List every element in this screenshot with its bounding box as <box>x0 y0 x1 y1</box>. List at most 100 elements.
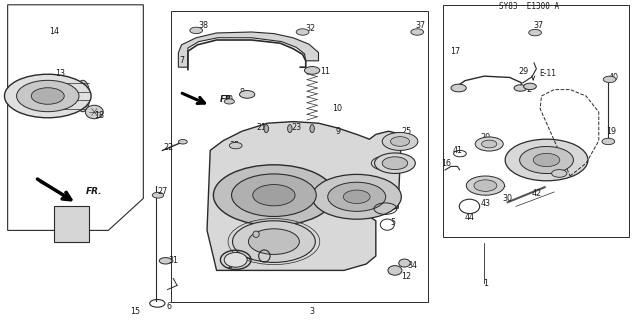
Ellipse shape <box>288 124 292 132</box>
Text: 2: 2 <box>526 85 531 94</box>
Circle shape <box>603 76 616 83</box>
Circle shape <box>382 157 408 170</box>
Text: 34: 34 <box>408 261 418 270</box>
Polygon shape <box>178 32 318 67</box>
Circle shape <box>4 74 91 118</box>
Circle shape <box>375 153 415 173</box>
Circle shape <box>524 83 536 90</box>
Text: 37: 37 <box>415 21 426 30</box>
Text: 30: 30 <box>503 194 513 203</box>
Text: 10: 10 <box>333 104 343 113</box>
Circle shape <box>382 132 418 150</box>
Text: 23: 23 <box>291 124 301 132</box>
Circle shape <box>529 29 541 36</box>
Ellipse shape <box>224 252 247 267</box>
Circle shape <box>152 192 164 198</box>
Text: 37: 37 <box>533 21 543 30</box>
Text: 3: 3 <box>310 308 315 316</box>
Text: FR.: FR. <box>220 95 236 104</box>
Text: 25: 25 <box>401 127 412 136</box>
Circle shape <box>17 80 79 112</box>
Circle shape <box>224 99 234 104</box>
Text: 19: 19 <box>606 127 617 136</box>
Circle shape <box>304 67 320 74</box>
Text: 18: 18 <box>94 111 104 120</box>
Text: 27: 27 <box>157 188 168 196</box>
Circle shape <box>466 176 505 195</box>
Text: 7: 7 <box>179 56 184 65</box>
Text: 35: 35 <box>229 141 240 150</box>
Ellipse shape <box>264 124 268 132</box>
Text: 17: 17 <box>450 47 461 56</box>
Circle shape <box>296 29 309 35</box>
Circle shape <box>514 85 527 91</box>
Circle shape <box>482 140 497 148</box>
Circle shape <box>475 137 503 151</box>
Text: 38: 38 <box>199 21 209 30</box>
Text: 1: 1 <box>483 279 488 288</box>
Bar <box>171 11 428 302</box>
Circle shape <box>233 221 315 262</box>
Ellipse shape <box>253 231 259 237</box>
Circle shape <box>229 142 242 149</box>
Ellipse shape <box>85 105 103 119</box>
Circle shape <box>520 147 573 173</box>
Text: 31: 31 <box>169 256 179 265</box>
Circle shape <box>31 88 64 104</box>
Text: 9: 9 <box>335 127 340 136</box>
Text: 36: 36 <box>385 159 396 168</box>
Text: 22: 22 <box>164 143 174 152</box>
Text: 29: 29 <box>519 68 529 76</box>
Text: 32: 32 <box>305 24 315 33</box>
Circle shape <box>411 29 424 35</box>
Text: 12: 12 <box>401 272 412 281</box>
Circle shape <box>213 165 334 226</box>
Text: 40: 40 <box>608 73 619 82</box>
Circle shape <box>159 258 172 264</box>
Text: 21: 21 <box>256 124 266 132</box>
Ellipse shape <box>76 80 90 112</box>
Text: 15: 15 <box>131 307 141 316</box>
Text: 28: 28 <box>250 228 260 236</box>
Text: 16: 16 <box>441 159 451 168</box>
Circle shape <box>312 174 401 219</box>
Circle shape <box>343 190 370 204</box>
Text: 33: 33 <box>551 167 561 176</box>
Text: 6: 6 <box>166 302 171 311</box>
Circle shape <box>533 153 560 167</box>
Text: 14: 14 <box>49 28 59 36</box>
Bar <box>443 5 629 237</box>
Circle shape <box>451 84 466 92</box>
Ellipse shape <box>388 266 402 275</box>
Circle shape <box>178 140 187 144</box>
Text: E-11: E-11 <box>540 69 556 78</box>
Text: 43: 43 <box>480 199 490 208</box>
Ellipse shape <box>399 259 410 267</box>
Text: 42: 42 <box>532 189 542 198</box>
Circle shape <box>190 27 203 34</box>
FancyBboxPatch shape <box>54 205 89 243</box>
Circle shape <box>474 180 497 191</box>
Text: 13: 13 <box>55 69 66 78</box>
Circle shape <box>253 185 295 206</box>
Circle shape <box>602 138 615 145</box>
Circle shape <box>232 174 316 216</box>
Text: 4: 4 <box>246 253 251 262</box>
Text: 11: 11 <box>320 68 330 76</box>
Text: 26: 26 <box>385 159 396 168</box>
Circle shape <box>248 229 299 254</box>
Text: 8: 8 <box>240 88 245 97</box>
Text: 41: 41 <box>452 146 462 155</box>
Polygon shape <box>207 122 401 270</box>
Text: 20: 20 <box>480 133 490 142</box>
Circle shape <box>328 182 386 212</box>
Text: 5: 5 <box>390 218 396 227</box>
Text: 24: 24 <box>227 261 238 270</box>
Circle shape <box>552 170 567 177</box>
Circle shape <box>505 139 588 181</box>
Circle shape <box>240 91 255 98</box>
Text: 36: 36 <box>385 204 396 212</box>
Ellipse shape <box>310 124 315 132</box>
Circle shape <box>390 137 410 146</box>
Text: FR.: FR. <box>86 188 103 196</box>
